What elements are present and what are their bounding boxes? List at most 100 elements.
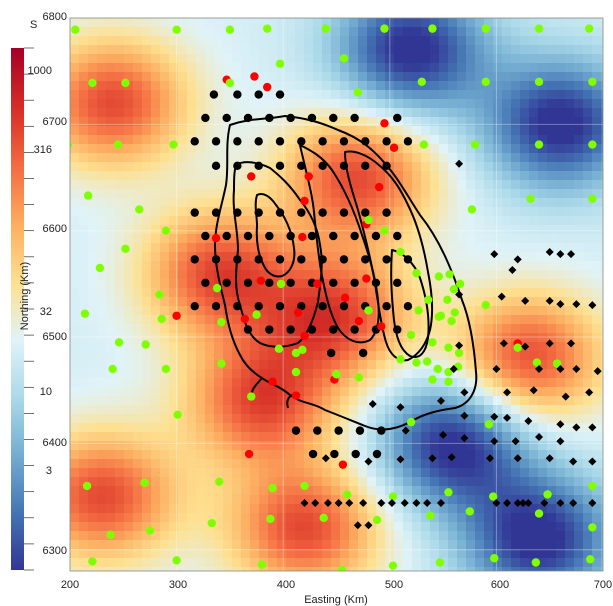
- field-cell: [70, 315, 80, 325]
- x-tick-600: 600: [491, 579, 509, 591]
- field-cell: [466, 387, 476, 397]
- field-cell: [133, 189, 143, 199]
- field-cell: [142, 243, 152, 253]
- field-cell: [520, 18, 530, 28]
- field-cell: [367, 198, 377, 208]
- field-cell: [295, 405, 305, 415]
- field-cell: [124, 567, 134, 571]
- field-cell: [313, 306, 323, 316]
- field-cell: [412, 333, 422, 343]
- field-cell: [241, 369, 251, 379]
- field-cell: [133, 297, 143, 307]
- field-cell: [574, 288, 584, 298]
- field-cell: [115, 234, 125, 244]
- field-cell: [115, 351, 125, 361]
- field-cell: [223, 63, 233, 73]
- field-cell: [340, 342, 350, 352]
- field-cell: [520, 450, 530, 460]
- field-cell: [574, 531, 584, 541]
- field-cell: [565, 432, 575, 442]
- field-cell: [592, 162, 602, 172]
- black-sample-point: [393, 231, 402, 241]
- field-cell: [331, 468, 341, 478]
- field-cell: [169, 72, 179, 82]
- field-cell: [340, 432, 350, 442]
- field-cell: [493, 171, 503, 181]
- black-sample-point: [275, 208, 285, 217]
- field-cell: [160, 486, 170, 496]
- field-cell: [358, 72, 368, 82]
- green-sample-point: [444, 377, 453, 386]
- field-cell: [88, 63, 98, 73]
- field-cell: [349, 486, 359, 496]
- field-cell: [457, 36, 467, 46]
- field-cell: [196, 126, 206, 136]
- field-cell: [448, 243, 458, 253]
- field-cell: [124, 468, 134, 478]
- field-cell: [385, 324, 395, 334]
- field-cell: [583, 108, 593, 118]
- field-cell: [457, 441, 467, 451]
- field-cell: [331, 144, 341, 154]
- field-cell: [493, 558, 503, 568]
- field-cell: [205, 486, 215, 496]
- field-cell: [403, 81, 413, 91]
- field-cell: [484, 126, 494, 136]
- field-cell: [106, 288, 116, 298]
- field-cell: [268, 252, 278, 262]
- field-cell: [178, 216, 188, 226]
- field-cell: [475, 513, 485, 523]
- y-tick-6800: 6800: [43, 11, 67, 23]
- field-cell: [115, 360, 125, 370]
- field-cell: [259, 108, 269, 118]
- field-cell: [574, 126, 584, 136]
- field-cell: [439, 288, 449, 298]
- field-cell: [214, 171, 224, 181]
- field-cell: [205, 540, 215, 550]
- field-cell: [367, 342, 377, 352]
- field-cell: [79, 513, 89, 523]
- field-cell: [592, 396, 602, 406]
- field-cell: [466, 540, 476, 550]
- green-sample-point: [300, 481, 309, 491]
- field-cell: [115, 288, 125, 298]
- field-cell: [277, 495, 287, 505]
- field-cell: [196, 486, 206, 496]
- field-cell: [106, 486, 116, 496]
- field-cell: [178, 423, 188, 433]
- field-cell: [520, 486, 530, 496]
- field-cell: [448, 468, 458, 478]
- field-cell: [520, 531, 530, 541]
- field-cell: [286, 189, 296, 199]
- black-sample-point: [233, 137, 242, 146]
- field-cell: [286, 135, 296, 145]
- field-cell: [583, 117, 593, 127]
- field-cell: [457, 522, 467, 532]
- field-cell: [340, 72, 350, 82]
- field-cell: [214, 549, 224, 559]
- field-cell: [466, 477, 476, 487]
- field-cell: [511, 558, 521, 568]
- field-cell: [520, 279, 530, 289]
- field-cell: [385, 81, 395, 91]
- field-cell: [304, 189, 314, 199]
- field-cell: [115, 567, 125, 571]
- green-sample-point: [449, 284, 458, 294]
- field-cell: [70, 234, 80, 244]
- diamond-marker: [300, 498, 309, 507]
- field-cell: [367, 108, 377, 118]
- field-cell: [565, 261, 575, 271]
- field-cell: [520, 135, 530, 145]
- field-cell: [268, 153, 278, 163]
- field-cell: [205, 351, 215, 361]
- field-cell: [223, 351, 233, 361]
- diamond-marker: [593, 367, 602, 376]
- field-cell: [520, 207, 530, 217]
- field-cell: [466, 63, 476, 73]
- field-cell: [88, 315, 98, 325]
- field-cell: [160, 522, 170, 532]
- field-cell: [457, 234, 467, 244]
- field-cell: [511, 369, 521, 379]
- field-cell: [538, 27, 548, 37]
- diamond-marker: [377, 498, 386, 507]
